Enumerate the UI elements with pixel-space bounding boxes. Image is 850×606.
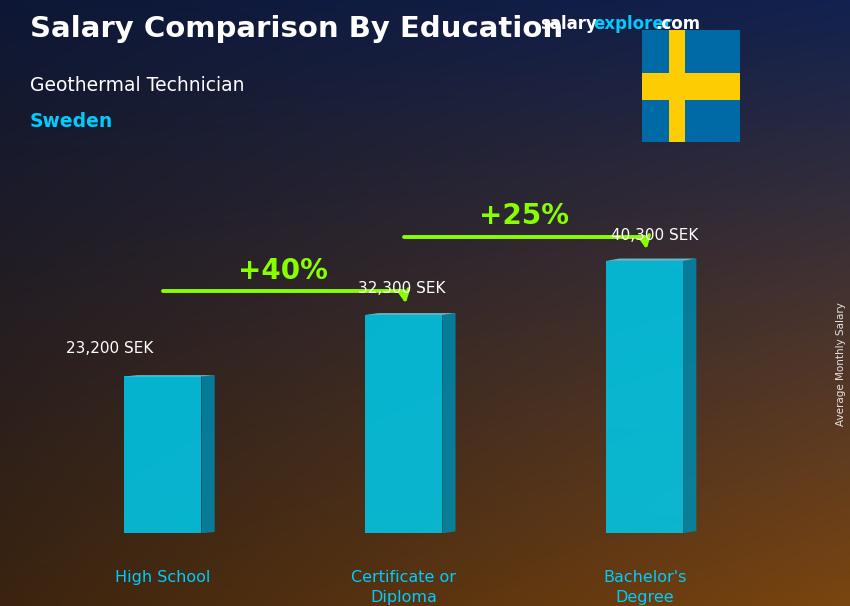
Polygon shape bbox=[124, 375, 215, 376]
Polygon shape bbox=[366, 313, 456, 315]
Polygon shape bbox=[642, 73, 740, 100]
Polygon shape bbox=[606, 259, 696, 261]
Polygon shape bbox=[201, 375, 215, 533]
Polygon shape bbox=[366, 315, 442, 533]
Polygon shape bbox=[683, 259, 696, 533]
Text: Salary Comparison By Education: Salary Comparison By Education bbox=[30, 15, 563, 43]
Text: Average Monthly Salary: Average Monthly Salary bbox=[836, 302, 846, 425]
Text: 40,300 SEK: 40,300 SEK bbox=[610, 228, 698, 243]
Text: 32,300 SEK: 32,300 SEK bbox=[358, 281, 445, 296]
Text: explorer: explorer bbox=[593, 15, 672, 33]
Text: .com: .com bbox=[655, 15, 700, 33]
Polygon shape bbox=[606, 261, 683, 533]
Polygon shape bbox=[124, 376, 201, 533]
Text: Sweden: Sweden bbox=[30, 112, 113, 131]
Text: High School: High School bbox=[116, 570, 211, 585]
Polygon shape bbox=[642, 30, 740, 142]
Polygon shape bbox=[669, 30, 684, 142]
Text: 23,200 SEK: 23,200 SEK bbox=[66, 341, 154, 356]
Text: Certificate or
Diploma: Certificate or Diploma bbox=[351, 570, 456, 605]
Text: +40%: +40% bbox=[238, 256, 328, 285]
Text: Bachelor's
Degree: Bachelor's Degree bbox=[603, 570, 686, 605]
Text: Geothermal Technician: Geothermal Technician bbox=[30, 76, 244, 95]
Text: +25%: +25% bbox=[479, 202, 570, 230]
Text: salary: salary bbox=[540, 15, 597, 33]
Polygon shape bbox=[442, 313, 456, 533]
